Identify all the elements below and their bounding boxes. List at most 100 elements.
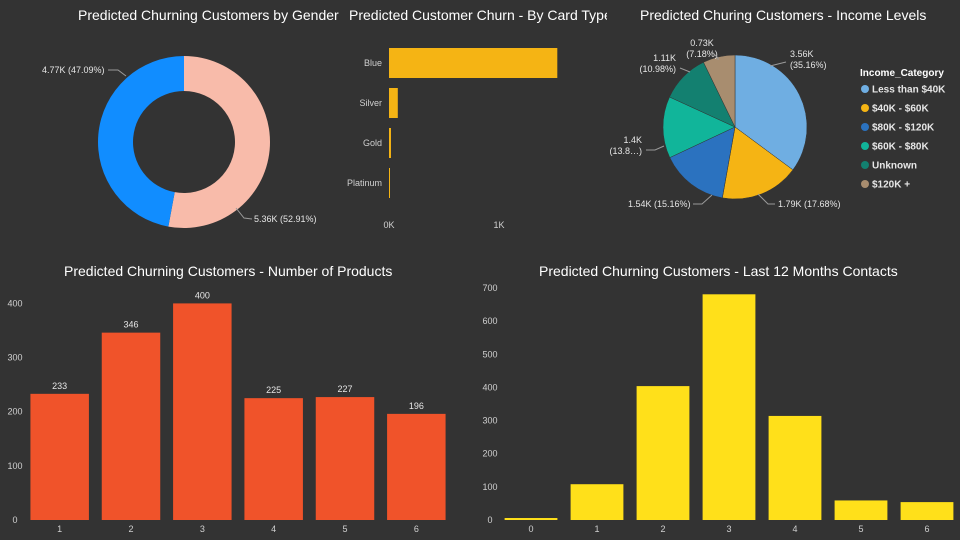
donut-segment-1 xyxy=(168,56,271,228)
card-bar-gold xyxy=(389,128,391,158)
pie-slice-2 xyxy=(669,126,736,199)
pie-leader-1 xyxy=(757,193,775,205)
pie-label-0: 3.56K xyxy=(790,49,814,59)
y-tick-label: 0 xyxy=(12,515,17,525)
x-tick-label: 2 xyxy=(128,524,133,534)
leader-line-0 xyxy=(108,69,127,77)
card-type-bar-chart: Blue Silver Gold Platinum 0K 1K xyxy=(347,48,558,230)
bar-2 xyxy=(636,386,690,520)
legend-item-1: $40K - $60K xyxy=(872,104,929,115)
x-tick-label: 1 xyxy=(57,524,62,534)
card-x-tick: 1K xyxy=(493,220,504,230)
donut-segment-0 xyxy=(98,56,184,227)
card-category-label: Silver xyxy=(359,98,382,108)
y-tick-label: 400 xyxy=(7,298,22,308)
pie-leader-0 xyxy=(769,61,787,67)
bar-0 xyxy=(504,518,558,520)
data-label: 400 xyxy=(195,290,210,300)
pie-slice-0 xyxy=(734,54,808,171)
y-tick-label: 200 xyxy=(7,407,22,417)
pie-label-0-pct: (35.16%) xyxy=(790,60,827,70)
data-label: 233 xyxy=(52,381,67,391)
x-tick-label: 5 xyxy=(858,524,863,534)
pie-label-2: 1.54K (15.16%) xyxy=(628,199,691,209)
card-bar-platinum xyxy=(389,168,390,198)
legend-item-2: $80K - $120K xyxy=(872,123,935,134)
legend-marker-2 xyxy=(861,123,869,131)
card-category-label: Gold xyxy=(363,138,382,148)
contacts-chart-title: Predicted Churning Customers - Last 12 M… xyxy=(539,263,898,279)
legend-item-0: Less than $40K xyxy=(872,85,946,96)
x-tick-label: 2 xyxy=(660,524,665,534)
bar-5 xyxy=(834,500,888,520)
products-bar-chart: 0 100 200 300 400 1 233 2 346 3 400 4 225 5 227 6 196 xyxy=(7,290,446,534)
bar-4 xyxy=(244,398,303,520)
y-tick-label: 100 xyxy=(7,461,22,471)
donut-label-1: 5.36K (52.91%) xyxy=(254,214,317,224)
pie-leader-3 xyxy=(646,145,665,151)
contacts-bar-chart: 0 100 200 300 400 500 600 700 0 1 2 3 4 5 6 xyxy=(482,283,954,534)
legend-marker-3 xyxy=(861,142,869,150)
gender-chart-title: Predicted Churning Customers by Gender xyxy=(78,7,339,23)
y-tick-label: 700 xyxy=(482,283,497,293)
pie-label-5: 0.73K xyxy=(690,38,714,48)
gender-donut-chart: 4.77K (47.09%) 5.36K (52.91%) xyxy=(42,56,317,228)
pie-label-3: 1.4K xyxy=(623,135,642,145)
x-tick-label: 3 xyxy=(726,524,731,534)
x-tick-label: 4 xyxy=(792,524,797,534)
pie-label-4: 1.11K xyxy=(653,53,676,63)
legend-marker-4 xyxy=(861,161,869,169)
data-label: 225 xyxy=(266,385,281,395)
x-tick-label: 1 xyxy=(594,524,599,534)
pie-leader-5 xyxy=(711,51,719,60)
y-tick-label: 100 xyxy=(482,482,497,492)
data-label: 346 xyxy=(123,320,138,330)
card-bar-silver xyxy=(389,88,398,118)
x-tick-label: 3 xyxy=(200,524,205,534)
legend-item-5: $120K + xyxy=(872,180,910,191)
card-type-chart-title: Predicted Customer Churn - By Card Type xyxy=(349,7,607,23)
y-tick-label: 400 xyxy=(482,382,497,392)
pie-label-1: 1.79K (17.68%) xyxy=(778,199,841,209)
x-tick-label: 5 xyxy=(342,524,347,534)
y-tick-label: 500 xyxy=(482,349,497,359)
data-label: 227 xyxy=(337,384,352,394)
products-chart-title: Predicted Churning Customers - Number of… xyxy=(64,263,393,279)
y-tick-label: 300 xyxy=(7,353,22,363)
income-pie-chart: 3.56K(35.16%) 1.79K (17.68%) 1.54K (15.16%… xyxy=(609,38,946,209)
card-category-label: Platinum xyxy=(347,178,382,188)
pie-slice-3 xyxy=(662,96,736,158)
legend-item-3: $60K - $80K xyxy=(872,142,929,153)
income-chart-title: Predicted Churing Customers - Income Lev… xyxy=(640,7,927,23)
bar-1 xyxy=(570,484,624,520)
bar-1 xyxy=(30,393,89,520)
bar-6 xyxy=(387,413,446,520)
y-tick-label: 300 xyxy=(482,416,497,426)
donut-label-0: 4.77K (47.09%) xyxy=(42,65,105,75)
legend-item-4: Unknown xyxy=(872,161,917,172)
bar-5 xyxy=(315,397,375,520)
y-tick-label: 0 xyxy=(487,515,492,525)
x-tick-label: 4 xyxy=(271,524,276,534)
x-tick-label: 6 xyxy=(924,524,929,534)
card-bar-blue xyxy=(389,48,558,78)
card-x-tick: 0K xyxy=(383,220,394,230)
pie-slice-1 xyxy=(722,126,794,200)
pie-leader-2 xyxy=(693,194,713,205)
pie-slice-5 xyxy=(703,54,736,128)
bar-4 xyxy=(768,415,822,520)
legend-marker-0 xyxy=(861,85,869,93)
pie-label-3-pct: (13.8…) xyxy=(609,146,642,156)
y-tick-label: 600 xyxy=(482,316,497,326)
leader-line-1 xyxy=(235,207,253,220)
bar-2 xyxy=(101,332,161,520)
pie-label-5-pct: (7.18%) xyxy=(686,49,718,59)
card-category-label: Blue xyxy=(364,58,382,68)
legend-marker-1 xyxy=(861,104,869,112)
x-tick-label: 0 xyxy=(528,524,533,534)
pie-leader-4 xyxy=(679,67,691,73)
bar-6 xyxy=(900,502,954,520)
legend-marker-5 xyxy=(861,180,869,188)
y-tick-label: 200 xyxy=(482,449,497,459)
x-tick-label: 6 xyxy=(414,524,419,534)
